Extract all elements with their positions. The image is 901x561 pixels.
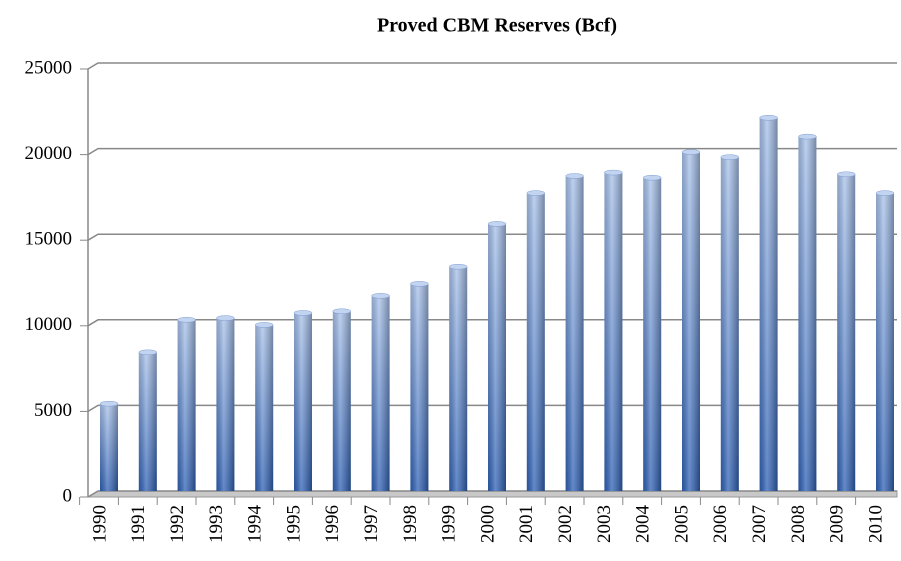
x-tick-label: 2003 <box>594 505 615 543</box>
bar-cap <box>254 322 274 328</box>
bar-shade <box>216 318 235 491</box>
bar-cap <box>293 310 313 316</box>
bar-shade <box>798 136 817 491</box>
bar-shade <box>759 117 778 491</box>
bar-shade <box>526 193 545 491</box>
bar-shade <box>565 175 584 491</box>
bar-shade <box>837 174 856 491</box>
bar-cap <box>448 263 468 270</box>
x-tick-label: 2010 <box>865 505 886 543</box>
y-tick-label: 15000 <box>25 229 73 250</box>
x-tick-label: 1994 <box>245 505 266 544</box>
bar-shade <box>643 177 662 492</box>
y-tick-label: 20000 <box>25 143 73 164</box>
x-tick-label: 1993 <box>206 505 227 543</box>
bar-cap <box>138 349 158 356</box>
bar-shade <box>138 352 157 491</box>
x-tick-label: 1991 <box>128 505 149 543</box>
x-tick-label: 1998 <box>400 505 421 543</box>
bar-cap <box>604 169 623 176</box>
bar-shade <box>410 283 429 491</box>
x-tick-label: 1996 <box>322 505 343 543</box>
bar-shade <box>294 312 312 491</box>
x-tick-label: 1992 <box>167 505 188 543</box>
bar-shade <box>177 319 196 491</box>
bar-shade <box>604 172 623 491</box>
y-tick-label: 25000 <box>25 57 73 78</box>
x-tick-label: 2004 <box>633 505 654 544</box>
x-tick-label: 2005 <box>671 505 692 543</box>
bar-shade <box>876 193 894 491</box>
bar-shade <box>682 152 700 492</box>
bar-cap <box>759 115 778 121</box>
bar-shade <box>720 157 739 491</box>
bar-shade <box>255 324 274 491</box>
y-tick-label: 5000 <box>34 400 72 421</box>
y-tick-label: 10000 <box>25 314 73 335</box>
x-tick-label: 2001 <box>516 505 537 543</box>
x-tick-label: 1995 <box>283 505 304 543</box>
bar-cap <box>216 315 235 321</box>
bar-cap <box>875 190 895 196</box>
bar-cap <box>526 190 546 196</box>
x-tick-label: 2002 <box>555 505 576 543</box>
bar-cap <box>798 133 817 140</box>
bar-cap <box>681 149 701 155</box>
bar-cap <box>642 174 662 181</box>
bar-shade <box>371 295 390 491</box>
bar-cap <box>487 221 507 227</box>
grid-line <box>87 404 897 413</box>
bar-cap <box>410 281 429 287</box>
x-tick-label: 1997 <box>361 505 382 543</box>
bar-cap <box>720 154 740 160</box>
x-tick-label: 2008 <box>788 505 809 543</box>
bar-cap <box>371 293 390 299</box>
bar-cap <box>99 400 119 407</box>
x-tick-label: 2006 <box>710 505 731 543</box>
grid-line <box>87 62 897 70</box>
y-tick-label: 0 <box>63 485 73 506</box>
bar-cap <box>332 308 352 314</box>
x-tick-label: 2009 <box>827 505 848 543</box>
bar-shade <box>449 266 468 491</box>
x-tick-label: 1990 <box>89 505 110 543</box>
x-tick-label: 1999 <box>439 505 460 543</box>
bar-shade <box>332 311 351 491</box>
grid-line <box>87 490 897 498</box>
x-tick-label: 2000 <box>477 505 498 543</box>
grid-line <box>87 319 897 327</box>
chart-title: Proved CBM Reserves (Bcf) <box>377 15 617 37</box>
x-tick-label: 2007 <box>749 505 770 543</box>
bar-shade <box>488 223 506 492</box>
bar-cap <box>177 317 196 323</box>
grid-line <box>87 233 897 241</box>
bar-cap <box>565 173 584 179</box>
bar-shade <box>100 403 118 491</box>
chart-floor <box>86 490 898 498</box>
bar-cap <box>836 171 856 178</box>
grid-line <box>87 147 897 156</box>
